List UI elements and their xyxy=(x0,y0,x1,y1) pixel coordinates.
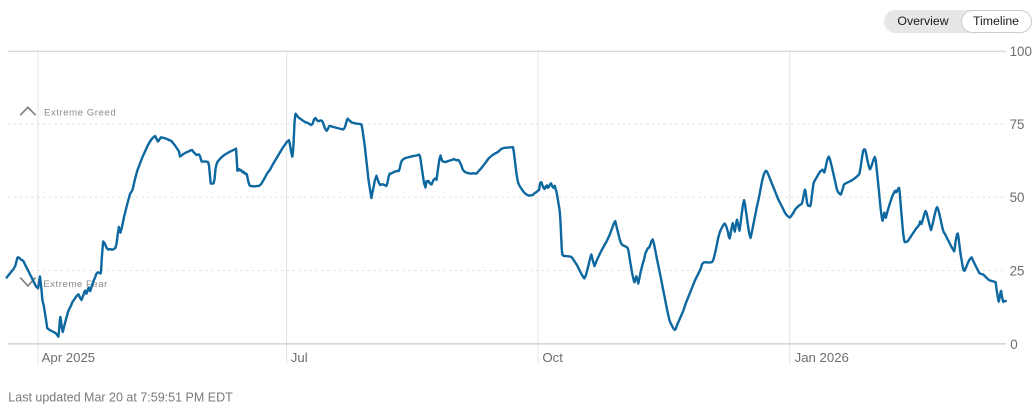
svg-text:Oct: Oct xyxy=(542,350,563,365)
svg-text:Apr 2025: Apr 2025 xyxy=(42,350,96,365)
svg-text:Extreme Greed: Extreme Greed xyxy=(44,107,116,118)
svg-text:75: 75 xyxy=(1010,117,1025,132)
svg-text:25: 25 xyxy=(1010,264,1025,279)
svg-text:Jan 2026: Jan 2026 xyxy=(795,350,849,365)
svg-text:0: 0 xyxy=(1010,337,1017,352)
svg-text:100: 100 xyxy=(1010,44,1032,59)
svg-text:50: 50 xyxy=(1010,190,1025,205)
svg-text:Jul: Jul xyxy=(291,350,308,365)
svg-text:Extreme Fear: Extreme Fear xyxy=(43,279,108,290)
svg-text:Last updated Mar 20 at 7:59:51: Last updated Mar 20 at 7:59:51 PM EDT xyxy=(8,391,233,405)
